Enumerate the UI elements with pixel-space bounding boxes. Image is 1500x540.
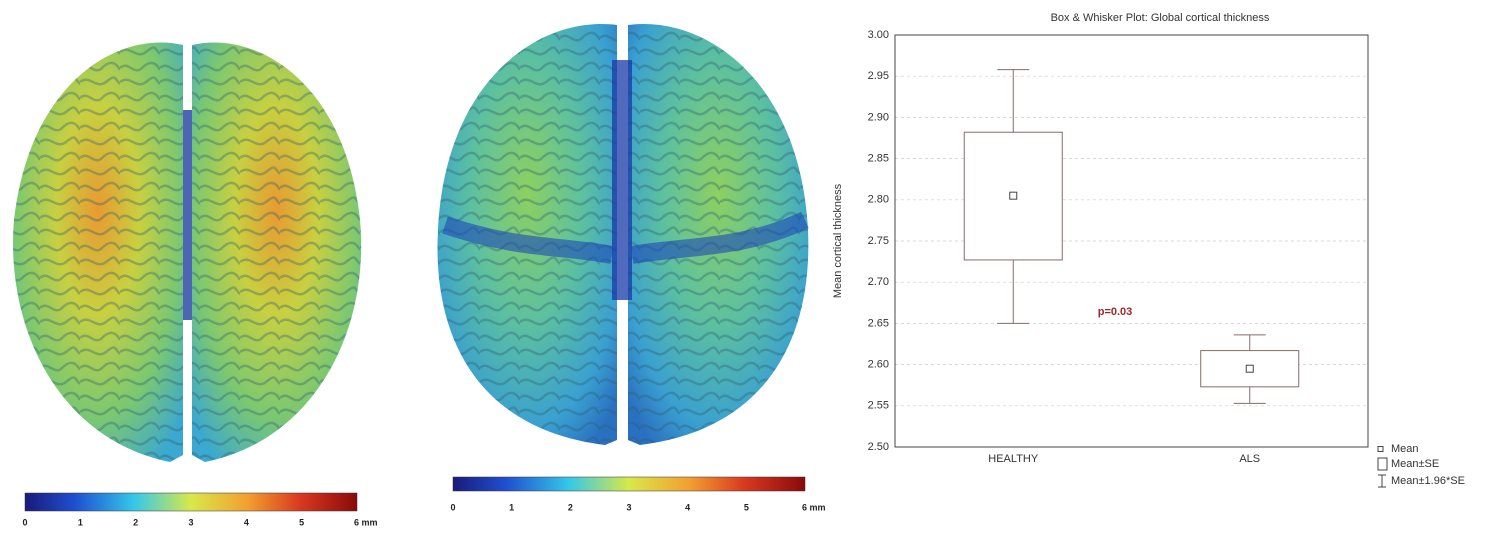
plot-frame [894, 34, 1369, 448]
y-tick-label: 2.65 [868, 317, 889, 329]
y-tick-label: 2.85 [868, 153, 889, 165]
x-tick-label: 1 [509, 502, 514, 512]
y-tick-label: 2.95 [868, 70, 889, 82]
legend-label: Mean [1391, 443, 1419, 455]
x-tick-label: 4 [244, 517, 249, 527]
legend-symbol [1377, 446, 1384, 452]
x-tick-label: HEALTHY [988, 453, 1039, 465]
y-tick-label: 2.60 [868, 359, 889, 371]
x-tick-label: 5 [299, 517, 304, 527]
y-tick-label: 3.00 [868, 29, 889, 41]
x-tick-label: 0 [450, 502, 455, 512]
chart-title: Box & Whisker Plot: Global cortical thic… [1051, 12, 1270, 24]
x-tick-label: 4 [685, 502, 690, 512]
colorbar: 0 1 2 3 4 5 6 mm [450, 476, 826, 512]
y-tick-label: 2.90 [868, 111, 889, 123]
x-tick-label: 2 [568, 502, 573, 512]
y-tick-label: 2.75 [868, 235, 889, 247]
annotation: p=0.03 [1098, 306, 1133, 318]
x-tick-label: 6 mm [354, 517, 378, 527]
x-tick-label: ALS [1239, 453, 1260, 465]
legend-label: Mean±1.96*SE [1391, 475, 1465, 487]
colorbar: 0 1 2 3 4 5 6 mm [22, 492, 378, 527]
x-tick-label: 3 [188, 517, 193, 527]
colorbar-gradient [24, 492, 358, 512]
y-tick-label: 2.55 [868, 400, 889, 412]
mean-marker [1245, 364, 1254, 373]
y-tick-label: 2.70 [868, 276, 889, 288]
y-tick-label: 2.80 [868, 194, 889, 206]
x-tick-label: 0 [22, 517, 27, 527]
x-tick-label: 6 mm [802, 502, 826, 512]
y-tick-label: 2.50 [868, 441, 889, 453]
plot-background [820, 2, 1498, 492]
x-tick-label: 3 [626, 502, 631, 512]
x-tick-label: 1 [78, 517, 83, 527]
y-axis-label: Mean cortical thickness [832, 183, 844, 298]
brain-right [437, 24, 809, 446]
mean-marker [1009, 191, 1018, 200]
x-tick-label: 5 [744, 502, 749, 512]
box-plot: Box & Whisker Plot: Global cortical thic… [820, 2, 1498, 492]
legend-symbol [1378, 474, 1386, 488]
brain-left [13, 42, 362, 462]
legend-label: Mean±SE [1391, 458, 1439, 470]
colorbar-gradient [452, 476, 806, 492]
x-tick-label: 2 [133, 517, 138, 527]
legend-symbol [1377, 457, 1388, 471]
